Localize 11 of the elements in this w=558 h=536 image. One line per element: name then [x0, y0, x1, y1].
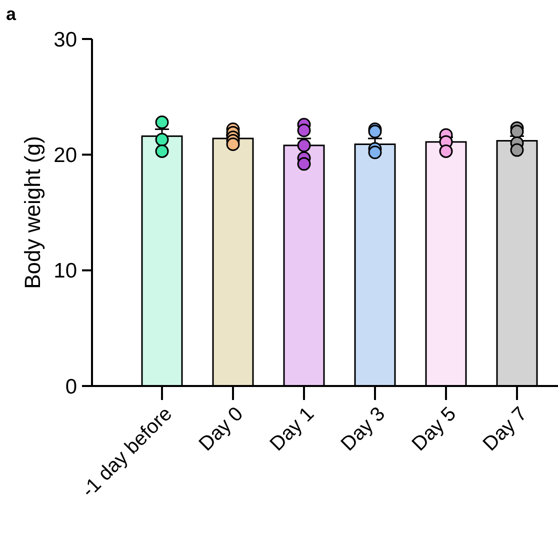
y-tick-label: 0 — [65, 375, 77, 398]
text: a — [6, 4, 17, 24]
x-tick-label: Day 5 — [408, 402, 460, 456]
x-tick-label: Day 3 — [336, 402, 390, 456]
x-tick-label: Day 0 — [194, 402, 248, 456]
x-tick-label: Day 1 — [266, 402, 318, 456]
x-tick-label: Day 7 — [478, 402, 532, 456]
y-tick-label: 20 — [54, 144, 77, 168]
y-tick-label: 10 — [54, 260, 77, 283]
y-tick-label: 30 — [54, 28, 77, 52]
y-axis-title: Body weight (g) — [20, 136, 45, 289]
